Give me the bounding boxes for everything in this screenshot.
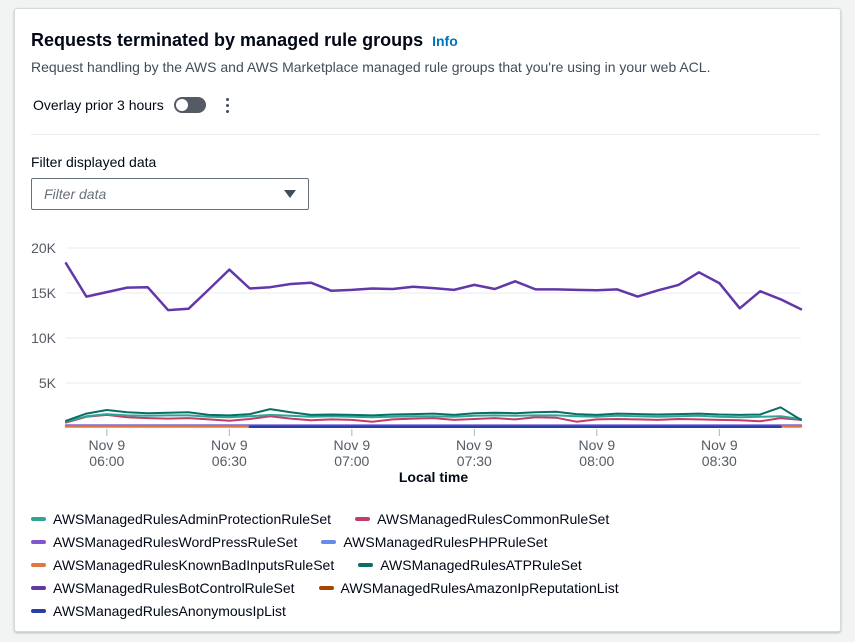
legend-label: AWSManagedRulesATPRuleSet bbox=[380, 557, 582, 573]
toggle-row: Overlay prior 3 hours bbox=[31, 94, 820, 116]
legend-label: AWSManagedRulesBotControlRuleSet bbox=[53, 580, 295, 596]
overlay-toggle-label: Overlay prior 3 hours bbox=[33, 97, 164, 113]
legend-label: AWSManagedRulesAdminProtectionRuleSet bbox=[53, 511, 332, 527]
legend-swatch bbox=[31, 517, 46, 521]
legend-swatch bbox=[31, 609, 46, 613]
overlay-prior-toggle[interactable] bbox=[173, 97, 206, 113]
chart-series-line bbox=[65, 406, 802, 422]
filter-label: Filter displayed data bbox=[31, 154, 157, 170]
x-axis-tick-label: Nov 9 bbox=[334, 437, 371, 453]
title-row: Requests terminated by managed rule grou… bbox=[31, 29, 820, 51]
legend-swatch bbox=[318, 586, 334, 590]
filter-data-select[interactable]: Filter data bbox=[31, 178, 309, 210]
legend-swatch bbox=[358, 563, 374, 567]
x-axis-tick-label: Nov 9 bbox=[579, 437, 616, 453]
legend-item[interactable]: AWSManagedRulesAnonymousIpList bbox=[31, 603, 286, 619]
kebab-menu-button[interactable] bbox=[218, 96, 237, 115]
y-axis-label: 20K bbox=[31, 240, 57, 256]
legend-label: AWSManagedRulesPHPRuleSet bbox=[343, 534, 548, 550]
toggle-knob-icon bbox=[175, 99, 188, 111]
legend-item[interactable]: AWSManagedRulesAdminProtectionRuleSet bbox=[31, 511, 331, 527]
x-axis-tick-label: Nov 9 bbox=[211, 437, 248, 453]
x-axis-tick-label: Nov 9 bbox=[456, 437, 493, 453]
x-axis-tick-label: 08:30 bbox=[702, 453, 737, 469]
card-header: Requests terminated by managed rule grou… bbox=[15, 9, 840, 135]
legend-swatch bbox=[31, 540, 46, 544]
legend-swatch bbox=[355, 517, 371, 521]
legend-label: AWSManagedRulesCommonRuleSet bbox=[377, 511, 610, 527]
legend-label: AWSManagedRulesAmazonIpReputationList bbox=[340, 580, 619, 596]
x-axis-title: Local time bbox=[399, 469, 468, 485]
requests-terminated-card: Requests terminated by managed rule grou… bbox=[14, 8, 841, 632]
legend-label: AWSManagedRulesWordPressRuleSet bbox=[53, 534, 298, 550]
card-description: Request handling by the AWS and AWS Mark… bbox=[31, 59, 711, 75]
y-axis-label: 15K bbox=[31, 285, 57, 301]
chevron-down-icon bbox=[284, 190, 296, 198]
legend-label: AWSManagedRulesAnonymousIpList bbox=[53, 603, 286, 619]
x-axis-tick-label: 07:00 bbox=[334, 453, 369, 469]
legend-item[interactable]: AWSManagedRulesWordPressRuleSet bbox=[31, 534, 297, 550]
legend-swatch bbox=[31, 586, 46, 590]
x-axis-tick-label: 06:00 bbox=[89, 453, 124, 469]
x-axis-tick-label: Nov 9 bbox=[701, 437, 738, 453]
legend-item[interactable]: AWSManagedRulesPHPRuleSet bbox=[321, 534, 547, 550]
filter-section: Filter displayed data Filter data bbox=[15, 135, 840, 210]
y-axis-label: 10K bbox=[31, 330, 57, 346]
chart-series-line bbox=[65, 413, 802, 423]
filter-placeholder: Filter data bbox=[44, 186, 107, 202]
chart-series-line bbox=[65, 413, 802, 424]
legend-item[interactable]: AWSManagedRulesCommonRuleSet bbox=[355, 511, 609, 527]
chart-legend: AWSManagedRulesAdminProtectionRuleSet AW… bbox=[31, 511, 711, 619]
legend-item[interactable]: AWSManagedRulesAmazonIpReputationList bbox=[318, 580, 619, 596]
chart-series-line bbox=[64, 262, 803, 312]
x-axis-tick-label: Nov 9 bbox=[89, 437, 126, 453]
legend-item[interactable]: AWSManagedRulesBotControlRuleSet bbox=[31, 580, 295, 596]
legend-swatch bbox=[31, 563, 46, 567]
x-axis-tick-label: 06:30 bbox=[212, 453, 247, 469]
page-title: Requests terminated by managed rule grou… bbox=[31, 30, 424, 50]
y-axis-label: 5K bbox=[39, 375, 57, 391]
legend-swatch bbox=[321, 540, 337, 544]
legend-item[interactable]: AWSManagedRulesKnownBadInputsRuleSet bbox=[31, 557, 334, 573]
legend-label: AWSManagedRulesKnownBadInputsRuleSet bbox=[53, 557, 335, 573]
x-axis-tick-label: 08:00 bbox=[579, 453, 614, 469]
kebab-icon bbox=[225, 97, 229, 101]
info-link[interactable]: Info bbox=[432, 33, 458, 49]
header-divider bbox=[31, 134, 820, 135]
legend-item[interactable]: AWSManagedRulesATPRuleSet bbox=[358, 557, 582, 573]
x-axis-tick-label: 07:30 bbox=[457, 453, 492, 469]
